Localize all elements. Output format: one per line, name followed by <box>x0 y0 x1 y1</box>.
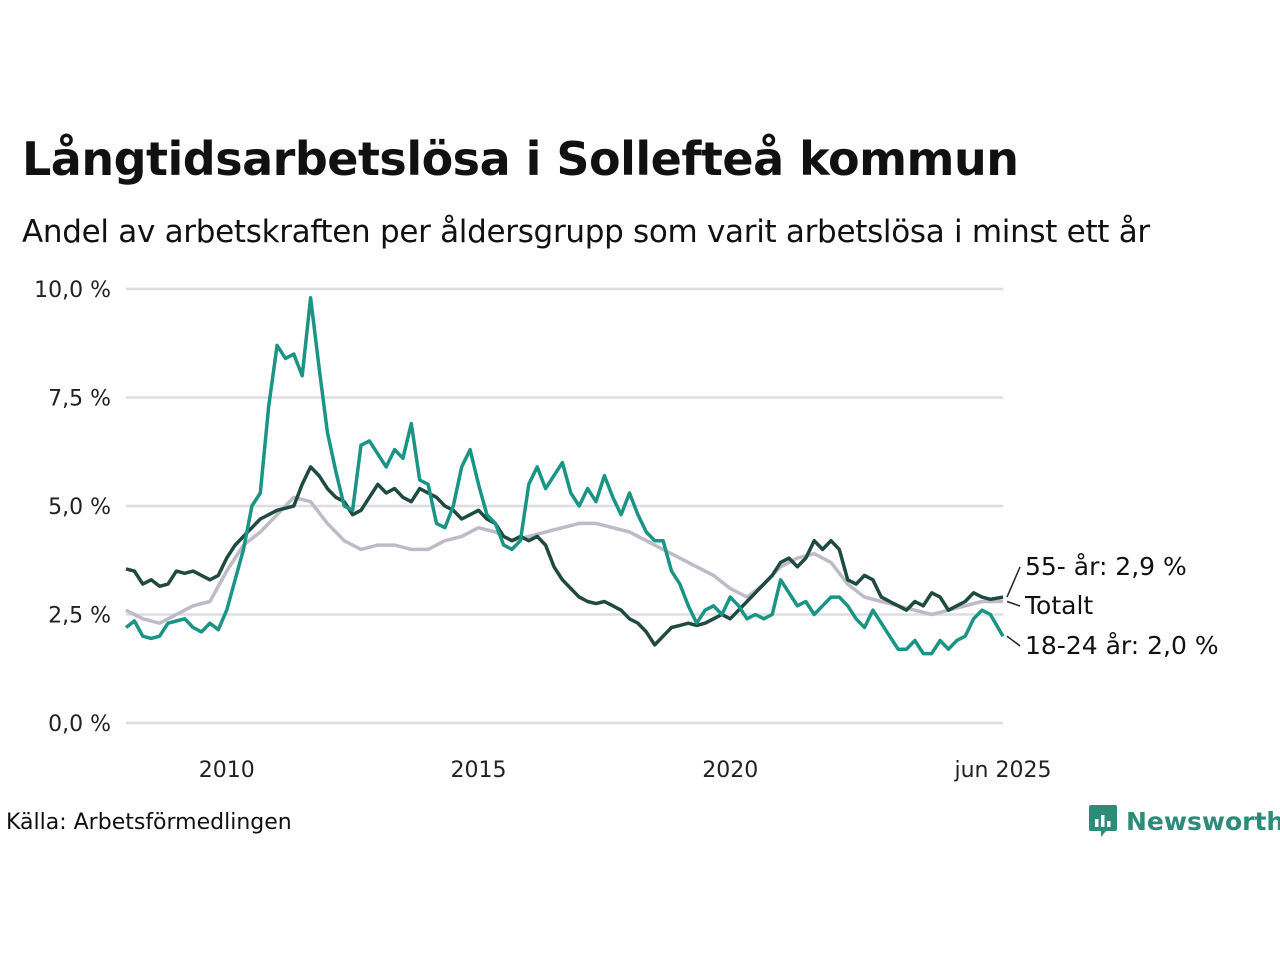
series-end-label: 55- år: 2,9 % <box>1025 552 1187 581</box>
series-lines <box>124 295 1005 656</box>
x-tick-label: 2010 <box>199 758 255 783</box>
brand-name: Newsworthy <box>1126 806 1280 836</box>
x-tick-label: 2015 <box>450 758 506 783</box>
y-tick-label: 10,0 % <box>34 278 111 303</box>
source-note: Källa: Arbetsförmedlingen <box>6 810 292 835</box>
y-tick-label: 5,0 % <box>48 495 111 520</box>
y-tick-label: 0,0 % <box>48 712 111 737</box>
series-end-labels: Totalt 55- år: 2,9 % 18-24 år: 2,0 % <box>1006 552 1219 660</box>
newsworthy-logo-icon <box>1089 805 1117 837</box>
series-end-label: Totalt <box>1024 591 1093 620</box>
x-axis-ticks: 2010 2015 2020 jun 2025 <box>199 758 1052 783</box>
series-line <box>125 495 1003 625</box>
series-line <box>124 295 1005 656</box>
series-end-label: 18-24 år: 2,0 % <box>1025 631 1219 660</box>
x-tick-label: jun 2025 <box>954 758 1052 783</box>
page-title: Långtidsarbetslösa i Sollefteå kommun <box>22 132 1019 186</box>
end-label-leader <box>1006 600 1021 607</box>
grid-lines <box>126 287 1003 725</box>
y-axis-ticks: 0,0 % 2,5 % 5,0 % 7,5 % 10,0 % <box>34 278 111 737</box>
end-label-leader <box>1006 566 1021 598</box>
y-tick-label: 2,5 % <box>48 604 111 629</box>
page-subtitle: Andel av arbetskraften per åldersgrupp s… <box>22 214 1150 250</box>
line-chart: 0,0 % 2,5 % 5,0 % 7,5 % 10,0 % 2010 2015 2020 j… <box>34 278 1219 783</box>
series-line <box>125 465 1004 647</box>
end-label-leader <box>1006 635 1021 647</box>
y-tick-label: 7,5 % <box>48 387 111 412</box>
x-tick-label: 2020 <box>702 758 758 783</box>
brand-logo: Newsworthy <box>1088 803 1280 839</box>
